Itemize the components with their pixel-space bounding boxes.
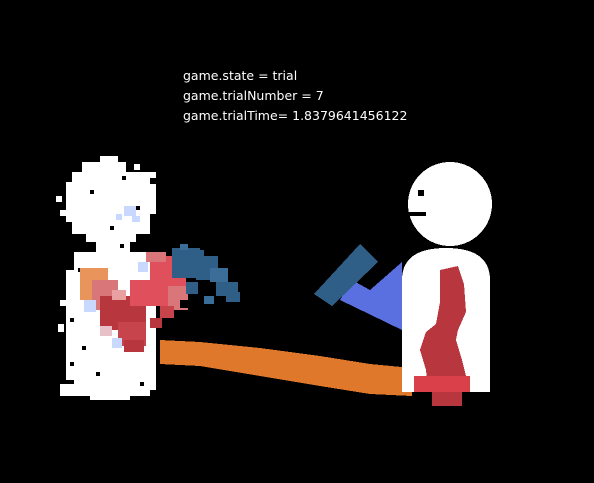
left-figure-tint [116,206,140,222]
debug-trial-time: game.trialTime= 1.8379641456122 [183,108,408,123]
debug-overlay: game.state = trial game.trialNumber = 7 … [183,66,407,126]
right-figure-eye [418,190,424,196]
right-figure-red-base [414,376,470,392]
right-figure-arm [340,262,402,330]
left-figure-head [56,156,156,242]
right-figure-mouth [408,212,426,216]
left-figure [56,156,156,400]
debug-trial-number: game.trialNumber = 7 [183,88,324,103]
right-figure-red-mark [420,266,466,394]
right-figure-head [408,162,492,246]
impact-splash [80,244,240,352]
debug-game-state: game.state = trial [183,68,298,83]
orange-stick [160,340,412,396]
right-figure [314,162,492,406]
right-figure-paddle [314,244,378,306]
right-figure-red-foot [432,392,462,406]
